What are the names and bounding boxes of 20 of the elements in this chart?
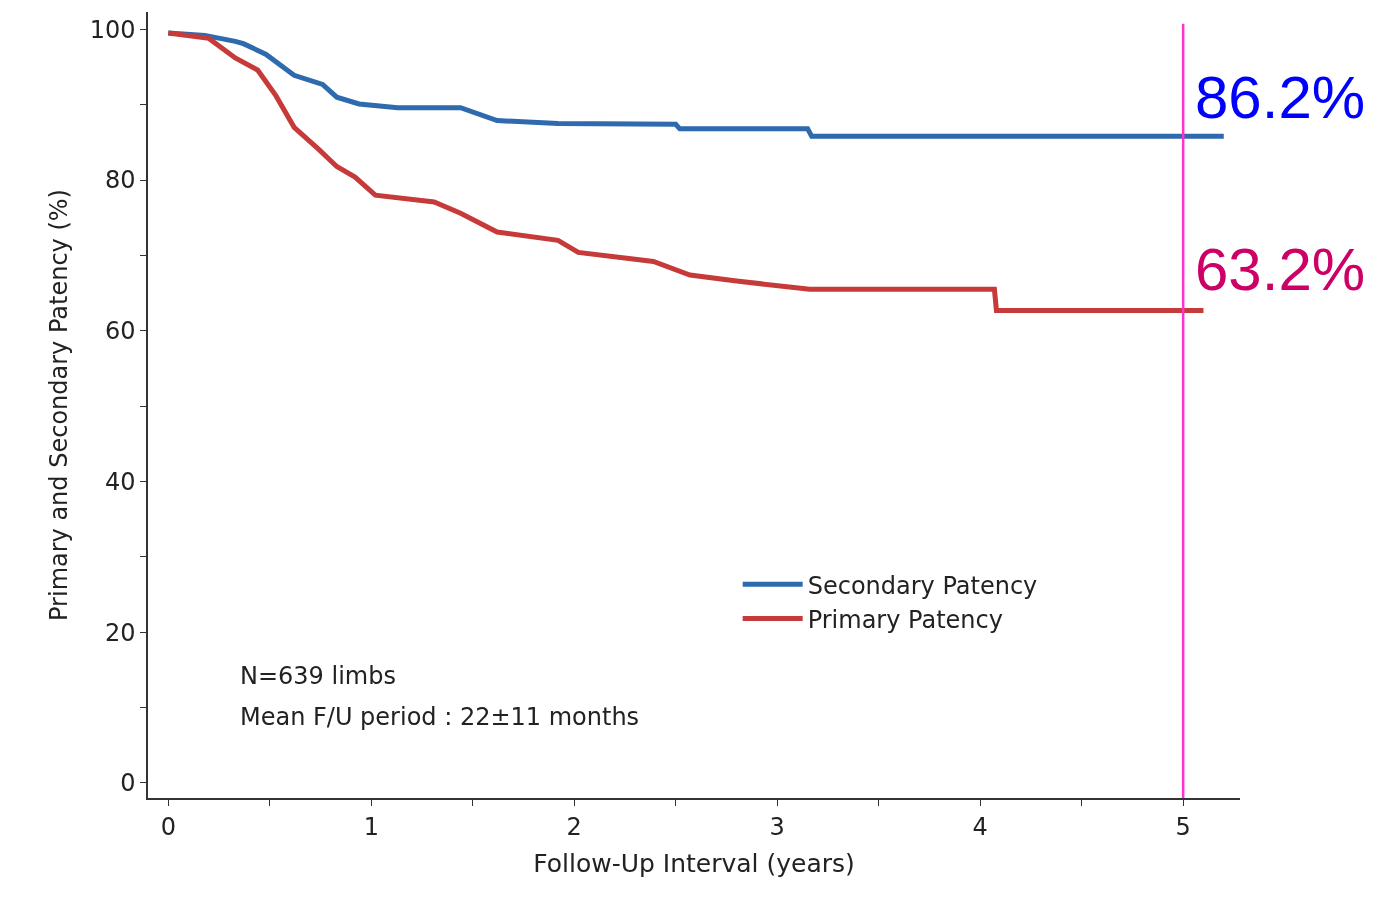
x-tick-label: 1: [363, 812, 379, 841]
x-tick-label: 3: [769, 812, 785, 841]
legend-label: Secondary Patency: [807, 571, 1038, 600]
annotation: Mean F/U period : 22±11 months: [240, 703, 640, 731]
x-tick-label: 5: [1175, 812, 1191, 841]
legend-label: Primary Patency: [807, 605, 1003, 634]
y-tick-label: 80: [104, 166, 136, 195]
annotation: N=639 limbs: [240, 662, 396, 690]
x-tick-label: 4: [972, 812, 988, 841]
x-tick-label: 2: [566, 812, 582, 841]
x-axis-title: Follow-Up Interval (years): [533, 849, 855, 879]
x-tick-label: 0: [160, 812, 176, 841]
annotation: 86.2%: [1195, 64, 1366, 131]
y-tick-label: 100: [89, 15, 136, 44]
y-axis-title: Primary and Secondary Patency (%): [45, 189, 74, 621]
y-tick-label: 20: [104, 618, 136, 647]
annotation: 63.2%: [1195, 236, 1366, 303]
y-tick-label: 0: [120, 769, 136, 798]
y-tick-label: 40: [104, 467, 136, 496]
y-tick-label: 60: [104, 317, 136, 346]
